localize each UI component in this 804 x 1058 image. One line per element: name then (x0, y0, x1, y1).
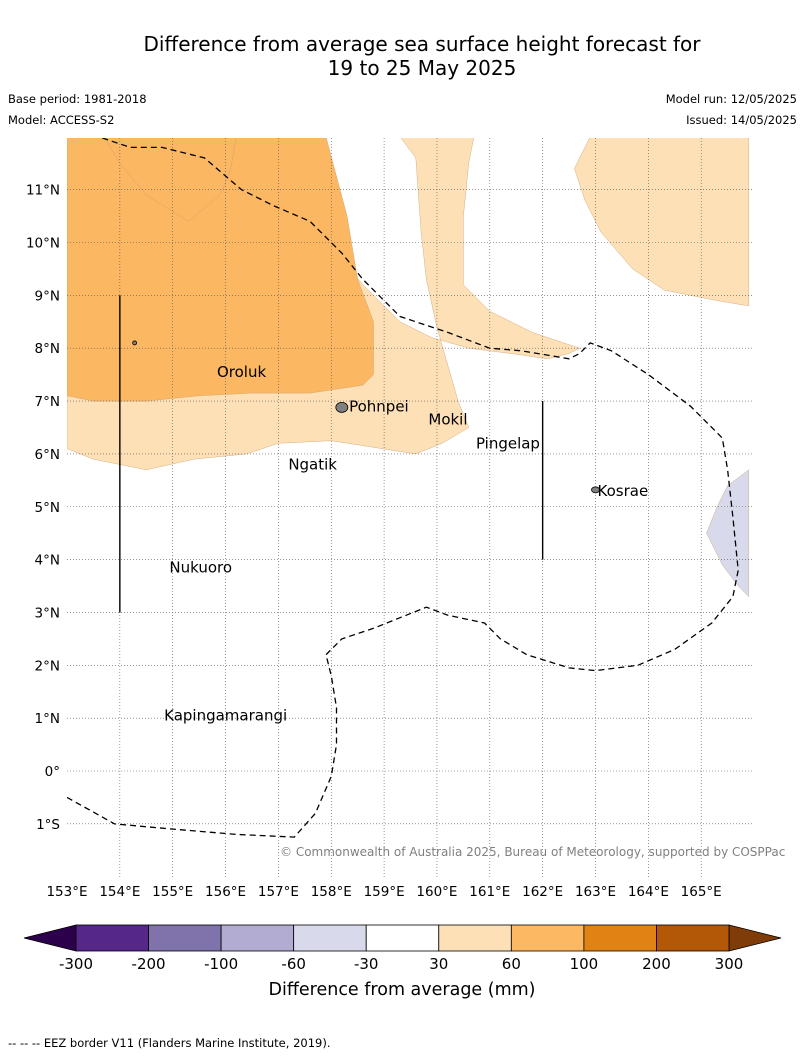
y-tick-label: 5°N (35, 500, 60, 516)
eez-legend-note: -- -- -- EEZ border V11 (Flanders Marine… (8, 1036, 331, 1050)
anomaly-region-3 (706, 469, 749, 598)
x-tick-label: 153°E (46, 884, 87, 900)
colorbar-tick-label: 100 (570, 955, 599, 973)
colorbar-swatch (510, 924, 585, 952)
model-name: Model: ACCESS-S2 (8, 113, 115, 127)
x-tick-label: 157°E (258, 884, 299, 900)
island-shape (591, 486, 600, 494)
colorbar-swatch (438, 924, 512, 952)
colorbar-swatch (583, 924, 657, 952)
place-label-mokil: Mokil (428, 411, 467, 429)
issued-date: Issued: 14/05/2025 (686, 113, 797, 127)
x-tick-label: 159°E (364, 884, 405, 900)
colorbar-swatch (656, 924, 730, 952)
place-label-ngatik: Ngatik (288, 455, 337, 473)
place-label-kosrae: Kosrae (598, 482, 649, 500)
y-tick-label: 10°N (26, 236, 60, 252)
x-tick-label: 156°E (205, 884, 246, 900)
colorbar-tick-label: -30 (354, 955, 379, 973)
colorbar-tick-label: -200 (132, 955, 166, 973)
colorbar-under-arrow (23, 924, 77, 952)
y-tick-label: 8°N (35, 341, 60, 357)
forecast-map: Oroluk Pohnpei Mokil Pingelap Ngatik Kosrae Nu… (26, 138, 754, 900)
y-tick-label: 4°N (35, 553, 60, 569)
y-tick-label: 9°N (35, 288, 60, 304)
x-tick-label: 164°E (628, 884, 669, 900)
place-label-oroluk: Oroluk (217, 363, 266, 381)
place-label-pohnpei: Pohnpei (349, 397, 409, 415)
island-shape (335, 401, 349, 413)
colorbar-tick-label: 30 (429, 955, 448, 973)
colorbar: -300 -200 -100 -60 -30 30 60 100 200 300 Differenc… (23, 924, 782, 1000)
colorbar-swatch (220, 924, 295, 952)
colorbar-over-arrow (728, 924, 782, 952)
colorbar-tick-label: 300 (715, 955, 744, 973)
place-label-nukuoro: Nukuoro (169, 559, 232, 577)
colorbar-tick-label: -300 (59, 955, 93, 973)
y-tick-label: 0° (45, 764, 60, 780)
y-tick-label: 1°S (36, 817, 60, 833)
anomaly-region-1 (574, 138, 749, 307)
model-run: Model run: 12/05/2025 (665, 92, 797, 106)
colorbar-swatch (75, 924, 149, 952)
colorbar-tick-label: 60 (502, 955, 521, 973)
y-tick-label: 2°N (35, 658, 60, 674)
colorbar-label: Difference from average (mm) (268, 980, 535, 1000)
x-tick-label: 165°E (681, 884, 722, 900)
colorbar-tick-label: -60 (281, 955, 306, 973)
copyright-credit: © Commonwealth of Australia 2025, Bureau… (280, 845, 786, 859)
x-tick-label: 154°E (99, 884, 140, 900)
y-tick-label: 7°N (35, 394, 60, 410)
x-tick-label: 162°E (522, 884, 563, 900)
place-label-pingelap: Pingelap (476, 434, 540, 452)
y-tick-label: 6°N (35, 447, 60, 463)
y-tick-label: 1°N (35, 711, 60, 727)
base-period: Base period: 1981-2018 (8, 92, 147, 106)
anomaly-fills (67, 138, 749, 598)
x-tick-label: 158°E (311, 884, 352, 900)
x-tick-label: 160°E (416, 884, 457, 900)
x-tick-label: 155°E (152, 884, 193, 900)
colorbar-tick-label: -100 (204, 955, 238, 973)
place-label-kapingamarangi: Kapingamarangi (164, 707, 287, 725)
y-tick-label: 3°N (35, 605, 60, 621)
colorbar-swatch (365, 924, 440, 952)
title-line-1: Difference from average sea surface heig… (143, 32, 701, 56)
anomaly-region-2 (67, 138, 374, 402)
graticule (67, 138, 754, 878)
title-line-2: 19 to 25 May 2025 (327, 56, 517, 80)
eez-border-line (67, 138, 739, 838)
colorbar-tick-label: 200 (642, 955, 671, 973)
colorbar-swatch (148, 924, 222, 952)
map-title: Difference from average sea surface heig… (0, 32, 804, 80)
x-tick-label: 161°E (469, 884, 510, 900)
colorbar-swatch (293, 924, 367, 952)
y-tick-label: 11°N (26, 183, 60, 199)
x-tick-label: 163°E (575, 884, 616, 900)
island-shape (132, 340, 138, 346)
